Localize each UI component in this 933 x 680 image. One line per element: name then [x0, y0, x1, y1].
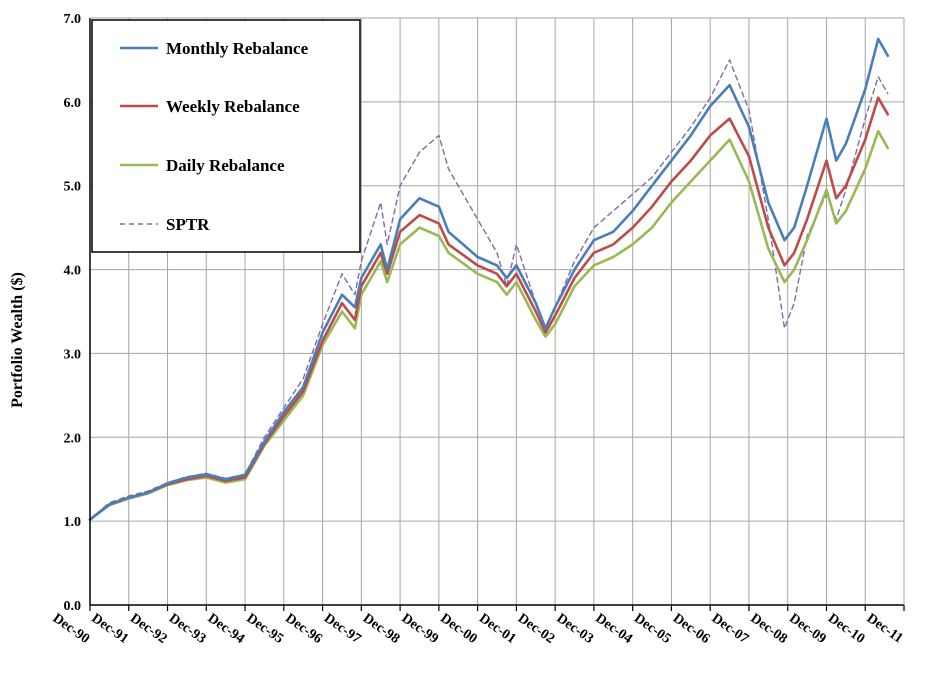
x-tick-label: Dec-96 — [282, 611, 324, 647]
x-tick-label: Dec-03 — [554, 611, 596, 647]
x-tick-label: Dec-07 — [709, 611, 751, 647]
y-tick-label: 3.0 — [64, 347, 82, 362]
series-line-weekly — [88, 96, 890, 521]
x-tick-label: Dec-02 — [515, 611, 557, 647]
x-tick-label: Dec-91 — [89, 611, 131, 647]
legend-label-sptr: SPTR — [166, 215, 210, 234]
y-tick-label: 0.0 — [64, 599, 82, 614]
x-tick-label: Dec-10 — [825, 611, 867, 647]
x-tick-label: Dec-95 — [244, 611, 286, 647]
x-tick-label: Dec-09 — [786, 611, 828, 647]
axes — [89, 17, 905, 611]
legend-box — [91, 19, 361, 253]
legend-label-weekly: Weekly Rebalance — [166, 97, 300, 116]
y-tick-label: 5.0 — [64, 180, 82, 195]
x-tick-label: Dec-99 — [399, 611, 441, 647]
y-tick-labels: 0.0 1.0 2.0 3.0 4.0 5.0 6.0 7.0 — [64, 12, 82, 614]
x-tick-label: Dec-93 — [166, 611, 208, 647]
y-tick-label: 7.0 — [64, 12, 82, 27]
y-axis-label: Portfolio Wealth ($) — [9, 272, 26, 408]
series-line-monthly — [88, 37, 890, 521]
x-tick-label: Dec-98 — [360, 611, 402, 647]
x-tick-label: Dec-06 — [670, 611, 712, 647]
x-tick-label: Dec-08 — [747, 611, 789, 647]
legend-label-monthly: Monthly Rebalance — [166, 39, 309, 58]
series-line-daily — [88, 129, 890, 521]
x-tick-label: Dec-01 — [476, 611, 518, 647]
legend-label-daily: Daily Rebalance — [166, 156, 285, 175]
x-tick-labels: Dec-90Dec-91Dec-92Dec-93Dec-94Dec-95Dec-… — [50, 611, 906, 647]
y-tick-label: 4.0 — [64, 264, 82, 279]
y-tick-label: 6.0 — [64, 96, 82, 111]
x-tick-label: Dec-05 — [631, 611, 673, 647]
x-tick-label: Dec-11 — [864, 611, 906, 646]
legend: Monthly Rebalance Weekly Rebalance Daily R… — [91, 19, 361, 253]
x-tick-label: Dec-94 — [205, 611, 247, 647]
x-tick-label: Dec-00 — [437, 611, 479, 647]
x-tick-label: Dec-92 — [127, 611, 169, 647]
x-tick-label: Dec-90 — [50, 611, 92, 647]
x-tick-label: Dec-04 — [592, 611, 634, 647]
x-tick-label: Dec-97 — [321, 611, 363, 647]
y-tick-label: 1.0 — [64, 515, 82, 530]
y-tick-label: 2.0 — [64, 431, 82, 446]
series-lines — [88, 37, 890, 521]
